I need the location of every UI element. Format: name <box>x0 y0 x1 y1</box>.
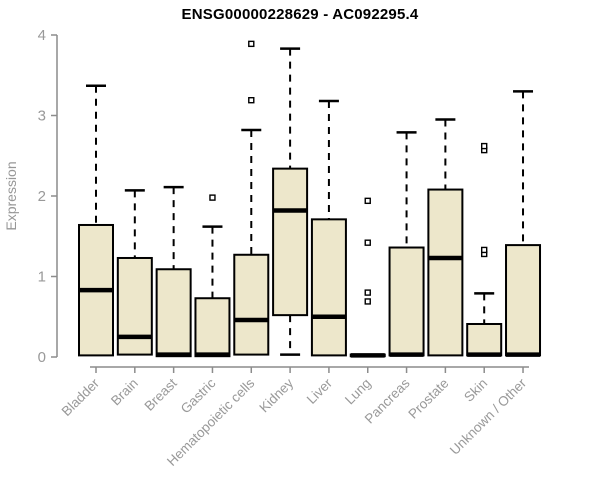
outlier-lung <box>364 197 371 205</box>
y-tick-label: 3 <box>38 108 46 125</box>
box-unknown-other <box>505 244 542 357</box>
outlier-lung <box>364 298 371 305</box>
outlier-skin <box>481 246 488 254</box>
chart-title: ENSG00000228629 - AC092295.4 <box>181 6 419 23</box>
outlier-lung <box>364 289 371 296</box>
outlier-gastric <box>209 194 216 201</box>
box-breast <box>155 268 192 358</box>
x-category-label: Prostate <box>405 376 451 422</box>
box-kidney <box>272 167 309 317</box>
box-hematopoietic-cells <box>233 253 270 356</box>
x-category-label: Brain <box>108 376 141 409</box>
outlier-hematopoietic-cells <box>248 40 255 48</box>
x-category-label: Liver <box>304 375 336 407</box>
y-tick-label: 4 <box>38 27 46 44</box>
y-tick-label: 0 <box>38 349 46 366</box>
outlier-skin <box>481 142 488 150</box>
y-tick-label: 2 <box>38 188 46 205</box>
x-category-label: Kidney <box>256 375 296 415</box>
box-liver <box>310 218 347 357</box>
box-brain <box>116 256 153 356</box>
y-tick-label: 1 <box>38 269 46 286</box>
outlier-hematopoietic-cells <box>248 97 255 104</box>
x-category-label: Bladder <box>59 375 103 419</box>
box-gastric <box>194 297 231 358</box>
box-pancreas <box>388 246 425 357</box>
outlier-lung <box>364 239 371 246</box>
box-skin <box>466 322 503 357</box>
x-category-label: Lung <box>342 376 374 408</box>
x-category-label: Breast <box>142 375 180 413</box>
x-category-label: Skin <box>461 376 490 405</box>
box-prostate <box>427 188 464 357</box>
